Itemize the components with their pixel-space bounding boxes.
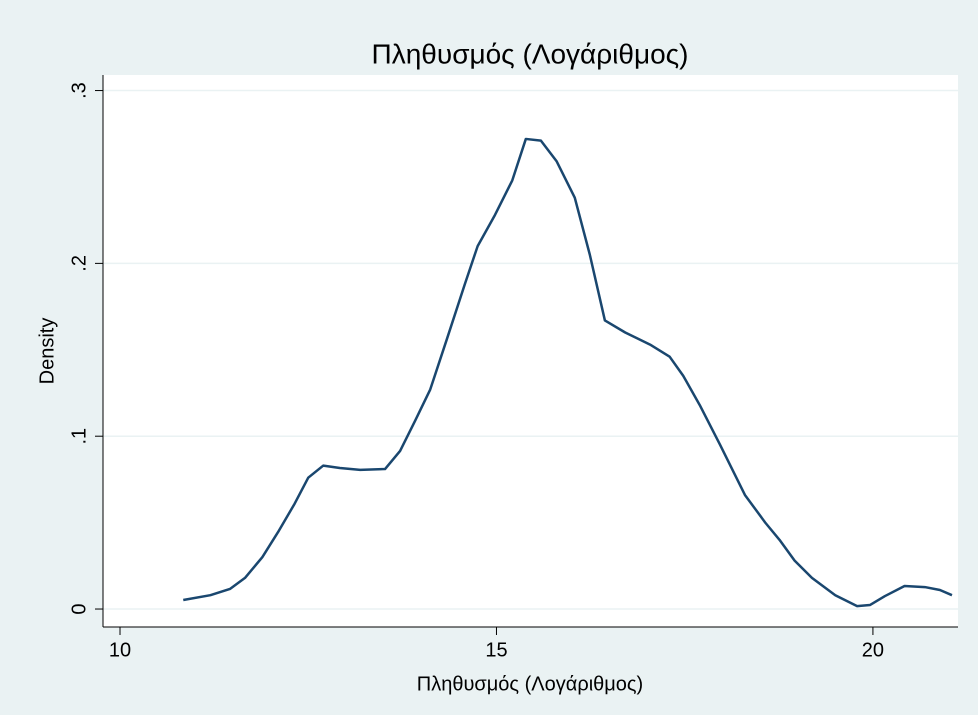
y-axis-label: Density — [36, 318, 58, 385]
y-tick-label: .3 — [68, 82, 90, 99]
y-tick-label: .2 — [68, 255, 90, 272]
x-tick-label: 15 — [485, 639, 507, 661]
y-tick-label: .1 — [68, 428, 90, 445]
x-axis-label: Πληθυσμός (Λογάριθμος) — [417, 673, 643, 695]
x-tick-label: 20 — [862, 639, 884, 661]
chart-title: Πληθυσμός (Λογάριθμος) — [372, 38, 689, 69]
x-tick-label: 10 — [109, 639, 131, 661]
plot-area — [103, 75, 958, 627]
y-tick-label: 0 — [68, 603, 90, 614]
density-line — [183, 137, 953, 608]
